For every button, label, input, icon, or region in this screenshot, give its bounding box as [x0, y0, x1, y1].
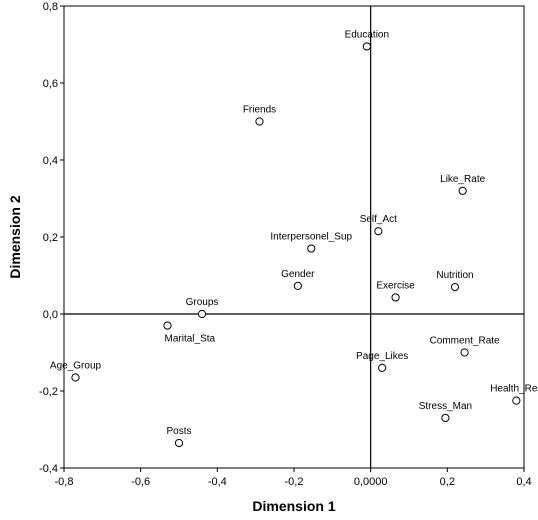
- data-point-marker: [163, 321, 172, 330]
- x-axis-title: Dimension 1: [252, 498, 335, 514]
- data-point-label: Self_Act: [360, 214, 397, 225]
- data-point-marker: [293, 281, 302, 290]
- data-point-marker: [307, 244, 316, 253]
- x-tick-label: 0,2: [440, 476, 455, 488]
- data-point-marker: [71, 373, 80, 382]
- data-point-marker: [512, 396, 521, 405]
- x-axis-ticks: -0,8 -0,6 -0,4 -0,2 0,0000 0,2 0,4: [55, 468, 532, 488]
- data-point-marker: [450, 282, 460, 292]
- data-point-marker: [460, 348, 469, 357]
- data-point-label: Age_Group: [50, 361, 102, 372]
- y-tick-label: -0,4: [39, 463, 58, 475]
- data-point-marker: [174, 438, 184, 448]
- data-point-marker: [458, 186, 467, 195]
- x-tick-label: 0,0000: [354, 476, 388, 488]
- data-point-label: Nutrition: [436, 270, 473, 281]
- data-point-marker: [378, 363, 387, 372]
- data-point-label: Friends: [243, 105, 276, 116]
- x-tick-label: -0,4: [208, 476, 227, 488]
- y-axis-ticks: -0,4 -0,2 0,0 0,2 0,4 0,6 0,8: [39, 1, 64, 475]
- y-tick-label: 0,6: [43, 78, 58, 90]
- y-tick-label: 0,0: [43, 309, 58, 321]
- y-tick-label: 0,4: [43, 155, 58, 167]
- x-tick-label: 0,4: [516, 476, 531, 488]
- data-point-label: Marital_Sta: [165, 334, 216, 345]
- data-point-label: Groups: [186, 297, 219, 308]
- x-tick-label: -0,8: [55, 476, 74, 488]
- y-tick-label: 0,2: [43, 232, 58, 244]
- data-point-marker: [391, 293, 400, 302]
- x-tick-label: -0,2: [285, 476, 304, 488]
- data-point-marker: [197, 309, 207, 319]
- y-axis-title: Dimension 2: [7, 195, 23, 278]
- y-tick-label: 0,8: [43, 1, 58, 13]
- data-point-marker: [441, 413, 450, 423]
- reference-lines: [64, 6, 524, 468]
- data-point-marker: [362, 42, 371, 51]
- data-point-label: Exercise: [376, 280, 415, 291]
- x-tick-label: -0,6: [131, 476, 150, 488]
- data-point-label: Posts: [166, 426, 191, 437]
- data-point-label: Gender: [281, 269, 315, 280]
- data-point-label: Interpersonel_Sup: [270, 232, 352, 243]
- data-point-label: Stress_Man: [419, 401, 472, 412]
- data-point-label: Education: [345, 29, 389, 40]
- data-point-label: Page_Likes: [356, 351, 408, 362]
- data-point-marker: [374, 227, 383, 236]
- data-point-label: Comment_Rate: [430, 336, 500, 347]
- data-point-marker: [255, 117, 264, 126]
- y-tick-label: -0,2: [39, 386, 58, 398]
- data-point-label: Health_Res: [490, 384, 538, 395]
- data-points: Education Friends Like_Rate Self_Act Interpe…: [50, 29, 538, 448]
- data-point-label: Like_Rate: [440, 174, 485, 185]
